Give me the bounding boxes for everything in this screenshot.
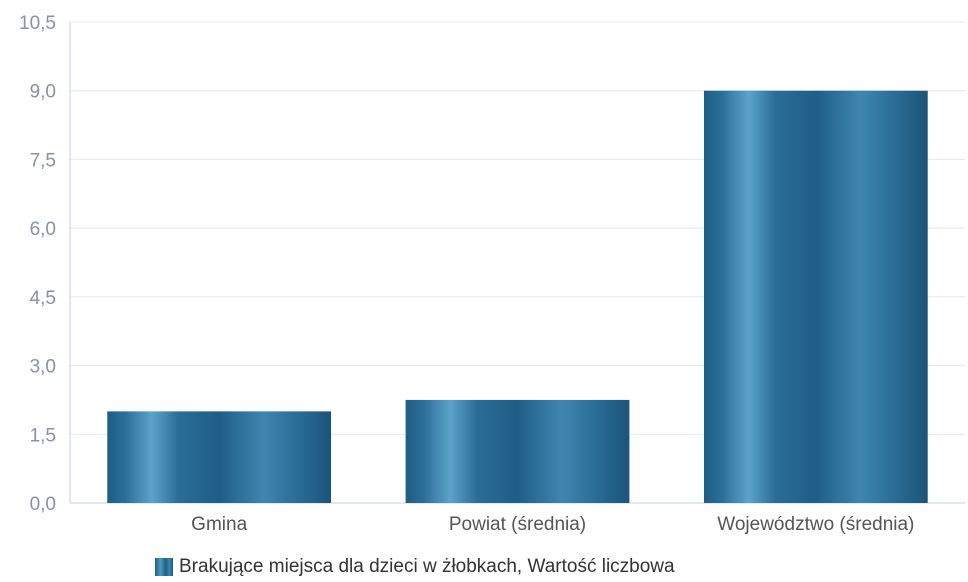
square-swatch-icon [155,558,173,576]
y-tick-label: 10,5 [19,13,56,34]
x-category-label: Powiat (średnia) [449,514,586,535]
bar [703,90,928,503]
y-axis-tick-labels: 0,0 1,5 3,0 4,5 6,0 7,5 9,0 10,5 [19,13,56,515]
x-category-label: Gmina [191,514,247,535]
y-tick-label: 9,0 [30,82,56,103]
y-tick-label: 6,0 [30,219,56,240]
y-tick-label: 7,5 [30,150,56,171]
legend-label: Brakujące miejsca dla dzieci w żłobkach,… [179,556,675,577]
y-tick-label: 1,5 [30,425,56,446]
bar [405,399,630,503]
bar-chart-svg: 0,0 1,5 3,0 4,5 6,0 7,5 9,0 10,5 Gmina Powiat (ś… [19,13,965,535]
y-tick-label: 0,0 [30,494,56,515]
x-category-label: Województwo (średnia) [717,514,914,535]
gridlines [70,21,965,435]
bars [107,90,928,503]
x-axis-category-labels: Gmina Powiat (średnia) Województwo (średni… [191,514,914,535]
y-tick-label: 4,5 [30,288,56,309]
y-tick-label: 3,0 [30,357,56,378]
bar [107,411,332,503]
legend: Brakujące miejsca dla dzieci w żłobkach,… [155,556,675,578]
